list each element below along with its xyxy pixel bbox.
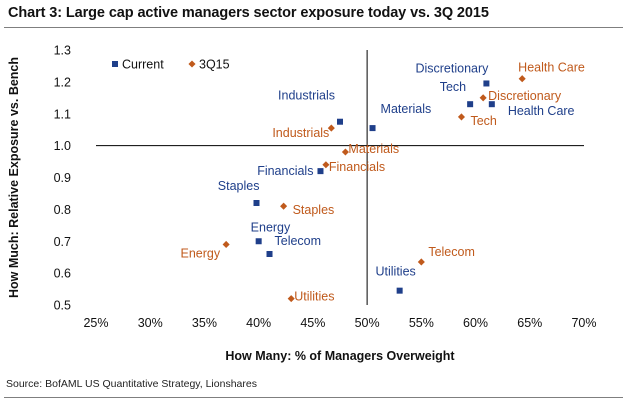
point-label: Energy: [181, 246, 221, 260]
x-tick-label: 45%: [300, 316, 325, 330]
point-label: Utilities: [375, 265, 415, 279]
legend-label: 3Q15: [199, 58, 230, 72]
y-axis-title: How Much: Relative Exposure vs. Bench: [7, 57, 21, 298]
y-tick-label: 0.5: [54, 299, 71, 313]
y-tick-label: 1.1: [54, 107, 71, 121]
chart-title: Chart 3: Large cap active managers secto…: [8, 5, 489, 21]
point-labels-group: IndustrialsMaterialsTechDiscretionaryHea…: [181, 61, 585, 304]
x-tick-label: 60%: [463, 316, 488, 330]
bottom-divider: [4, 397, 623, 398]
x-tick-label: 40%: [246, 316, 271, 330]
data-point: [337, 118, 343, 125]
tick-labels-group: 25% 30% 35% 40% 45% 50% 55% 60% 65% 70% 0.5 0.6 0.7 0…: [54, 44, 597, 331]
point-label: Discretionary: [415, 61, 489, 75]
data-point: [417, 258, 425, 266]
point-label: Materials: [348, 142, 399, 156]
axes-group: [96, 50, 584, 305]
x-tick-label: 55%: [409, 316, 434, 330]
data-point: [280, 202, 288, 210]
data-point: [255, 238, 262, 245]
point-label: Energy: [251, 220, 291, 234]
x-tick-label: 70%: [571, 316, 596, 330]
legend-marker: [188, 60, 196, 68]
point-label: Telecom: [275, 234, 322, 248]
data-point: [457, 113, 465, 121]
data-point: [327, 124, 335, 132]
data-point: [341, 148, 349, 156]
data-point: [467, 101, 474, 108]
data-point: [222, 240, 230, 248]
point-label: Industrials: [272, 126, 329, 140]
point-label: Staples: [293, 203, 335, 217]
data-point: [396, 287, 403, 294]
point-label: Materials: [381, 102, 432, 116]
x-axis-title: How Many: % of Managers Overweight: [225, 349, 455, 363]
y-tick-label: 0.8: [54, 203, 71, 217]
data-point: [253, 200, 260, 206]
data-points-group: [222, 75, 526, 303]
legend-marker: [112, 61, 118, 67]
y-tick-label: 1.3: [54, 44, 71, 58]
x-tick-label: 35%: [192, 316, 217, 330]
data-point: [322, 161, 330, 169]
x-tick-label: 50%: [355, 316, 380, 330]
data-point: [287, 295, 295, 303]
x-tick-label: 65%: [517, 316, 542, 330]
point-label: Health Care: [518, 61, 585, 75]
data-point: [479, 94, 487, 102]
data-point: [317, 168, 324, 175]
data-point: [518, 75, 526, 83]
y-tick-label: 0.7: [54, 235, 71, 249]
legend-label: Current: [122, 58, 164, 72]
y-tick-label: 0.9: [54, 171, 71, 185]
scatter-chart: 25% 30% 35% 40% 45% 50% 55% 60% 65% 70% 0.5 0.6 0.7 0…: [7, 44, 597, 364]
point-label: Telecom: [428, 245, 475, 259]
source-note: Source: BofAML US Quantitative Strategy,…: [6, 378, 257, 390]
point-label: Tech: [440, 80, 466, 94]
x-tick-label: 25%: [83, 316, 108, 330]
point-label: Discretionary: [488, 89, 562, 103]
y-tick-label: 0.6: [54, 267, 71, 281]
legend: Current 3Q15: [112, 58, 230, 72]
point-label: Staples: [218, 179, 260, 193]
point-label: Health Care: [508, 104, 575, 118]
point-label: Tech: [470, 114, 496, 128]
data-point: [369, 125, 376, 132]
title-divider: [4, 27, 623, 28]
point-label: Industrials: [278, 89, 335, 103]
point-label: Utilities: [294, 290, 334, 304]
data-point: [266, 251, 273, 257]
data-point: [483, 80, 490, 87]
x-tick-label: 30%: [138, 316, 163, 330]
y-tick-label: 1.2: [54, 75, 71, 89]
point-label: Financials: [329, 160, 385, 174]
y-tick-label: 1.0: [54, 139, 71, 153]
data-point: [488, 101, 495, 108]
point-label: Financials: [257, 164, 313, 178]
